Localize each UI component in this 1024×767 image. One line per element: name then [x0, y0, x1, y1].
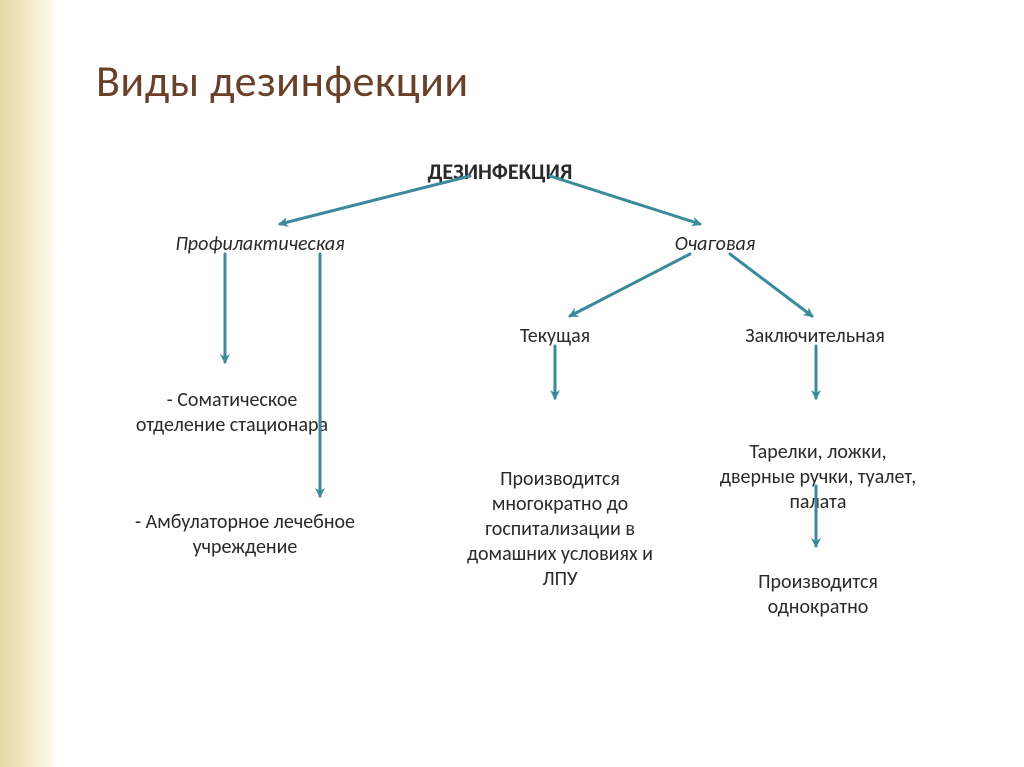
slide-title: Виды дезинфекции: [96, 54, 469, 108]
node-final: Заключительная: [715, 324, 915, 349]
node-current-desc: Производится многократно до госпитализац…: [450, 467, 670, 592]
node-root: ДЕЗИНФЕКЦИЯ: [390, 158, 610, 186]
arrows-layer: [0, 0, 1024, 767]
node-final-once: Производится однократно: [718, 570, 918, 620]
decorative-sidebar: [0, 0, 54, 767]
node-final-desc: Тарелки, ложки, дверные ручки, туалет, п…: [713, 440, 923, 515]
node-ambulatory: - Амбулаторное лечебное учреждение: [135, 510, 355, 560]
node-focal: Очаговая: [635, 232, 795, 257]
node-prophylactic: Профилактическая: [140, 232, 380, 257]
node-current: Текущая: [485, 324, 625, 349]
node-somatic: - Соматическое отделение стационара: [132, 388, 332, 438]
